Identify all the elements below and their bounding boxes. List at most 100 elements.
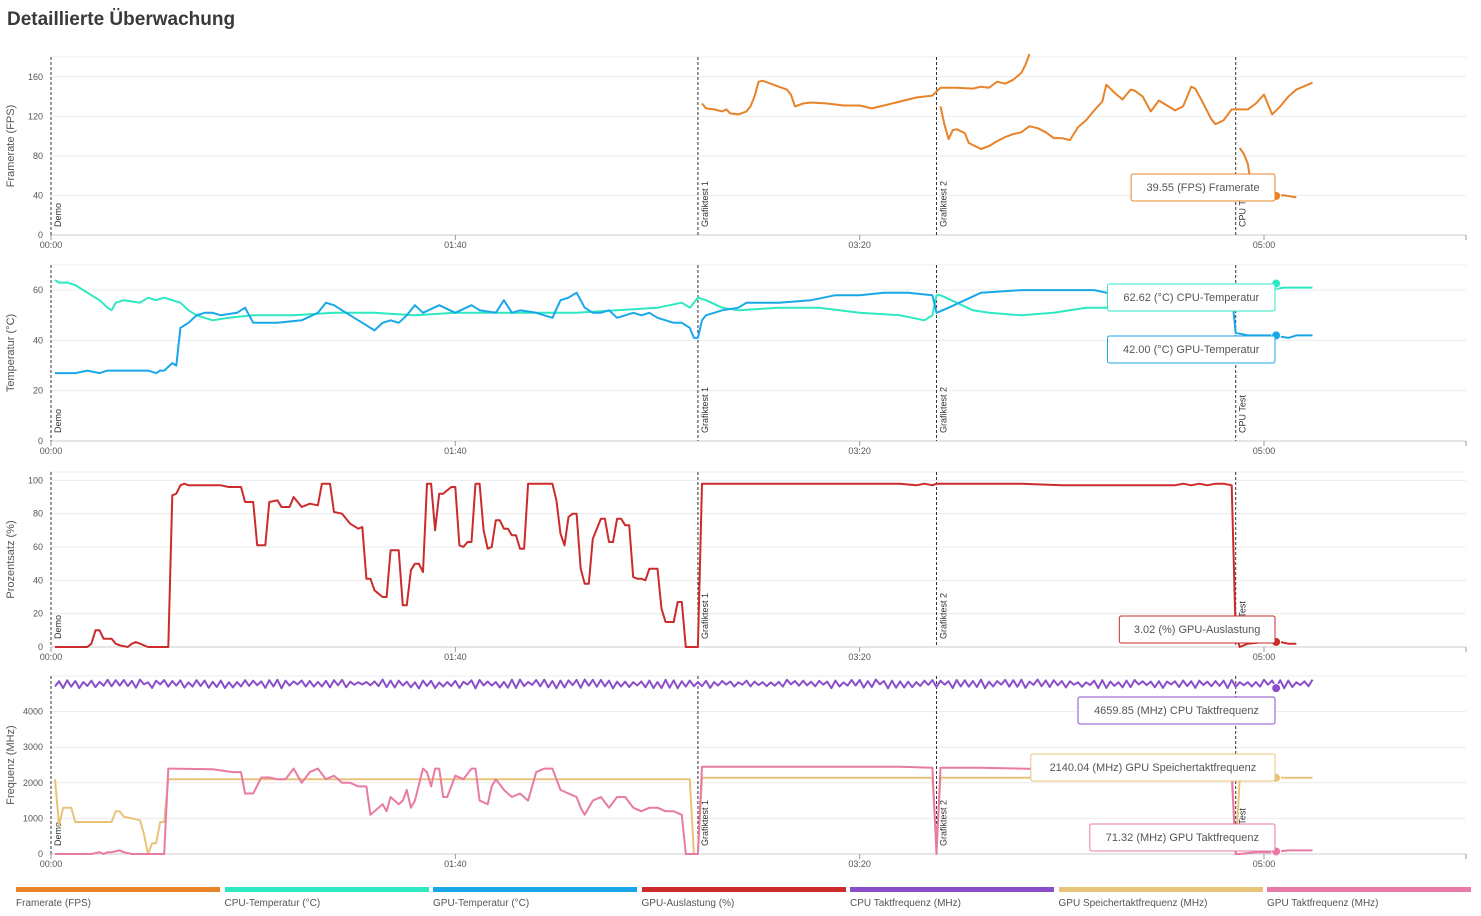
chart-panel-1: 0 40 80 120 160 00:00 01:40 03:20 05:00 Framerate… <box>5 53 1467 250</box>
y-tick-label: 1000 <box>23 813 43 823</box>
series-line <box>55 482 1297 648</box>
y-axis-label: Framerate (FPS) <box>5 105 17 188</box>
y-tick-label: 80 <box>33 151 43 161</box>
value-dot[interactable] <box>1271 683 1282 694</box>
series-line <box>701 53 1031 116</box>
legend-item[interactable]: Framerate (FPS) <box>16 887 220 916</box>
y-tick-label: 80 <box>33 509 43 519</box>
x-tick-label: 01:40 <box>444 446 467 456</box>
value-tooltip <box>1077 696 1276 725</box>
y-tick-label: 60 <box>33 542 43 552</box>
chart-panel-2: 0 20 40 60 00:00 01:40 03:20 05:00 Temperatur (°… <box>5 264 1467 456</box>
legend-color-bar <box>1058 887 1263 892</box>
value-tooltip <box>1030 753 1276 782</box>
series-line <box>55 289 1313 375</box>
value-tooltip <box>1107 335 1276 364</box>
x-tick-label: 03:20 <box>848 240 871 250</box>
section-marker-label: Grafiktest 2 <box>938 800 948 846</box>
legend-item[interactable]: GPU-Auslastung (%) <box>641 887 846 916</box>
section-marker-label: Grafiktest 1 <box>700 181 710 227</box>
x-tick-label: 03:20 <box>848 446 871 456</box>
x-tick-label: 00:00 <box>40 652 63 662</box>
legend-color-bar <box>16 887 220 892</box>
y-tick-label: 40 <box>33 575 43 585</box>
section-marker-label: Grafiktest 2 <box>938 593 948 639</box>
section-marker-label: CPU Test <box>1238 189 1248 227</box>
value-tooltip-text: 39.55 (FPS) Framerate <box>1147 182 1260 194</box>
legend-item[interactable]: CPU Taktfrequenz (MHz) <box>850 887 1054 916</box>
legend-color-bar <box>850 887 1054 892</box>
legend-label: GPU Taktfrequenz (MHz) <box>1267 898 1379 909</box>
legend-label: Framerate (FPS) <box>16 898 92 909</box>
y-axis-label: Temperatur (°C) <box>5 314 17 392</box>
legend-color-bar <box>224 887 429 892</box>
y-tick-label: 20 <box>33 609 43 619</box>
y-tick-label: 0 <box>38 436 43 446</box>
legend-item[interactable]: GPU Taktfrequenz (MHz) <box>1267 887 1471 916</box>
value-tooltip-text: 42.00 (°C) GPU-Temperatur <box>1123 344 1260 356</box>
y-tick-label: 60 <box>33 285 43 295</box>
x-tick-label: 05:00 <box>1253 240 1276 250</box>
page-title: Detaillierte Überwachung <box>7 9 236 30</box>
x-tick-label: 03:20 <box>848 652 871 662</box>
x-tick-label: 01:40 <box>444 240 467 250</box>
legend-label: CPU-Temperatur (°C) <box>224 898 321 909</box>
y-tick-label: 0 <box>38 230 43 240</box>
legend: Framerate (FPS) CPU-Temperatur (°C) GPU-Te… <box>0 887 1481 916</box>
value-tooltip-text: 3.02 (%) GPU-Auslastung <box>1134 624 1261 636</box>
legend-item[interactable]: GPU Speichertaktfrequenz (MHz) <box>1058 887 1263 916</box>
x-tick-label: 00:00 <box>40 446 63 456</box>
value-tooltip <box>1130 173 1276 202</box>
value-tooltip <box>1089 823 1276 852</box>
section-marker-label: Grafiktest 1 <box>700 800 710 846</box>
y-tick-label: 160 <box>28 72 43 82</box>
section-marker-label: Demo <box>53 822 63 846</box>
section-marker-label: Grafiktest 1 <box>700 593 710 639</box>
value-tooltip <box>1118 615 1276 644</box>
legend-color-bar <box>433 887 637 892</box>
legend-color-bar <box>641 887 846 892</box>
section-marker-label: Grafiktest 2 <box>938 387 948 433</box>
x-tick-label: 01:40 <box>444 859 467 869</box>
x-tick-label: 05:00 <box>1253 446 1276 456</box>
value-tooltip <box>1107 283 1276 312</box>
section-marker-label: Grafiktest 2 <box>938 181 948 227</box>
chart-panel-3: 0 20 40 60 80 100 00:00 01:40 03:20 05:00 Prozents… <box>5 471 1467 662</box>
y-tick-label: 2000 <box>23 778 43 788</box>
legend-label: CPU Taktfrequenz (MHz) <box>850 898 961 909</box>
legend-label: GPU-Auslastung (%) <box>641 898 735 909</box>
legend-label: GPU-Temperatur (°C) <box>433 898 530 909</box>
x-tick-label: 00:00 <box>40 859 63 869</box>
chart-panel-4: 0 1000 2000 3000 4000 00:00 01:40 03:20 05:00 Fre… <box>5 675 1467 869</box>
y-tick-label: 100 <box>28 475 43 485</box>
charts-container: 0 40 80 120 160 00:00 01:40 03:20 05:00 Framerate… <box>5 53 1467 869</box>
section-marker-label: Grafiktest 1 <box>700 387 710 433</box>
y-tick-label: 3000 <box>23 742 43 752</box>
y-axis-label: Prozentsatz (%) <box>5 520 17 598</box>
legend-label: GPU Speichertaktfrequenz (MHz) <box>1058 898 1208 909</box>
section-marker-label: Demo <box>53 203 63 227</box>
legend-item[interactable]: CPU-Temperatur (°C) <box>224 887 429 916</box>
series-line <box>55 765 1313 855</box>
x-tick-label: 05:00 <box>1253 652 1276 662</box>
series-line <box>939 81 1313 150</box>
y-tick-label: 0 <box>38 642 43 652</box>
value-tooltip-text: 71.32 (MHz) GPU Taktfrequenz <box>1106 832 1259 844</box>
series-line <box>54 279 1313 322</box>
section-marker-label: Demo <box>53 409 63 433</box>
y-tick-label: 40 <box>33 190 43 200</box>
y-tick-label: 40 <box>33 335 43 345</box>
x-tick-label: 03:20 <box>848 859 871 869</box>
section-marker-label: Demo <box>53 615 63 639</box>
x-tick-label: 00:00 <box>40 240 63 250</box>
legend-color-bar <box>1267 887 1471 892</box>
x-tick-label: 01:40 <box>444 652 467 662</box>
y-tick-label: 20 <box>33 386 43 396</box>
legend-item[interactable]: GPU-Temperatur (°C) <box>433 887 637 916</box>
y-tick-label: 120 <box>28 111 43 121</box>
value-tooltip-text: 2140.04 (MHz) GPU Speichertaktfrequenz <box>1050 762 1257 774</box>
series-line <box>54 678 1314 690</box>
y-tick-label: 0 <box>38 849 43 859</box>
y-tick-label: 4000 <box>23 707 43 717</box>
section-marker-label: CPU Test <box>1238 395 1248 433</box>
